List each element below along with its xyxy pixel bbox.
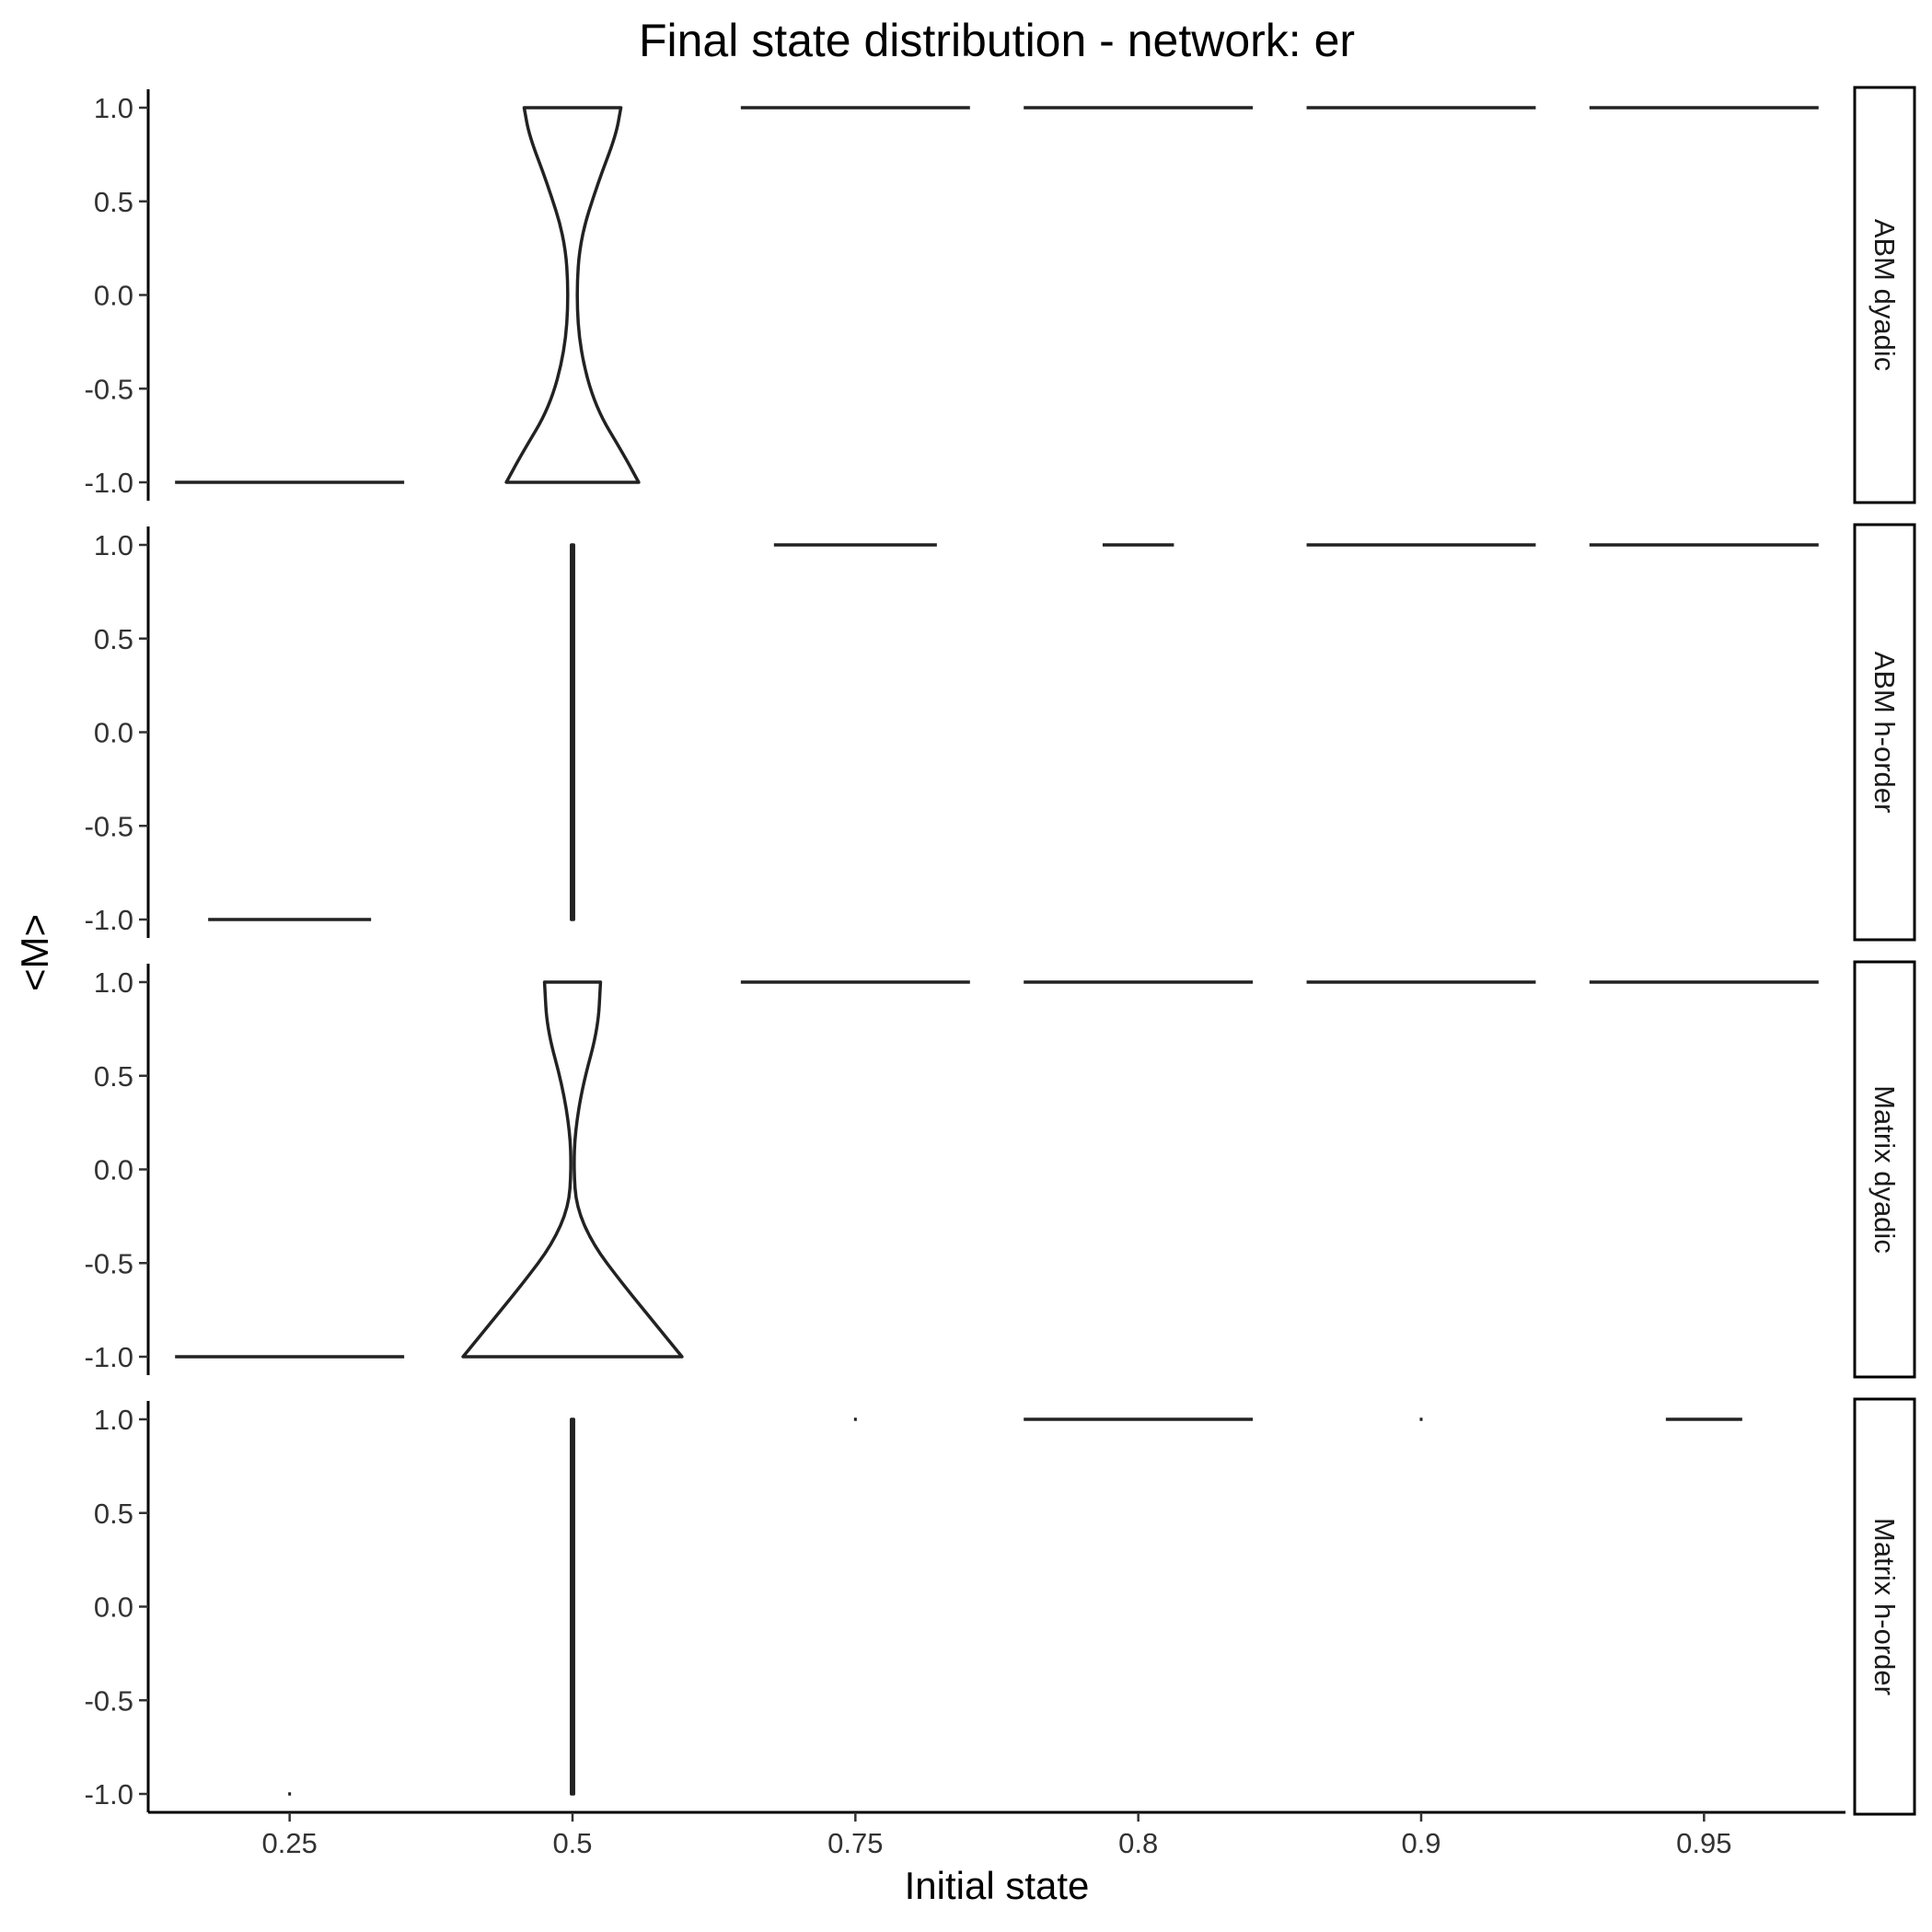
y-tick-label: -1.0 <box>85 904 133 936</box>
facet-strip-label: Matrix h-order <box>1868 1518 1901 1695</box>
x-tick-label: 0.8 <box>1118 1827 1158 1859</box>
violin-mark <box>570 543 575 921</box>
y-tick-label: -1.0 <box>85 1341 133 1373</box>
x-axis: 0.25 0.5 0.75 0.8 0.9 0.95 <box>148 1811 1845 1859</box>
violin-mark <box>570 1417 575 1796</box>
y-tick-label: 0.0 <box>94 1154 133 1186</box>
y-tick-label: 0.0 <box>94 1591 133 1624</box>
x-tick-label: 0.5 <box>552 1827 592 1859</box>
y-tick-label: 1.0 <box>94 529 133 561</box>
facet-panels: -1.0 -0.5 0.0 0.5 1.0 ABM dyadic -1.0 -0.5 0.0 0.… <box>85 86 1916 1816</box>
y-tick-label: 0.5 <box>94 186 133 218</box>
y-tick-label: 1.0 <box>94 1404 133 1436</box>
x-tick-label: 0.25 <box>261 1827 317 1859</box>
y-tick-label: -1.0 <box>85 1778 133 1811</box>
y-tick-label: 0.0 <box>94 717 133 749</box>
y-tick-label: 1.0 <box>94 966 133 999</box>
facet-panel: -1.0 -0.5 0.0 0.5 1.0 Matrix dyadic <box>85 960 1916 1379</box>
facet-panel: -1.0 -0.5 0.0 0.5 1.0 Matrix h-order <box>85 1397 1916 1816</box>
facet-panel: -1.0 -0.5 0.0 0.5 1.0 ABM h-order <box>85 523 1916 942</box>
facet-strip-label: Matrix dyadic <box>1868 1085 1901 1254</box>
x-tick-label: 0.75 <box>827 1827 883 1859</box>
x-tick-label: 0.95 <box>1676 1827 1731 1859</box>
x-axis-title: Initial state <box>905 1864 1090 1907</box>
y-tick-label: -1.0 <box>85 467 133 499</box>
x-tick-label: 0.9 <box>1401 1827 1440 1859</box>
facet-strip-label: ABM dyadic <box>1868 219 1901 371</box>
y-tick-label: 0.5 <box>94 1498 133 1530</box>
y-tick-label: -0.5 <box>85 1684 133 1717</box>
y-tick-label: -0.5 <box>85 1247 133 1279</box>
y-tick-label: 0.0 <box>94 280 133 312</box>
y-tick-label: -0.5 <box>85 373 133 405</box>
y-tick-label: 1.0 <box>94 92 133 124</box>
facet-panel: -1.0 -0.5 0.0 0.5 1.0 ABM dyadic <box>85 86 1916 504</box>
y-tick-label: -0.5 <box>85 810 133 842</box>
facet-strip-label: ABM h-order <box>1868 652 1901 814</box>
facet-strip <box>1853 523 1916 942</box>
y-tick-label: 0.5 <box>94 623 133 655</box>
chart-title: Final state distribution - network: er <box>639 15 1355 66</box>
y-tick-label: 0.5 <box>94 1060 133 1093</box>
facet-strip <box>1853 960 1916 1379</box>
y-axis-title: <M> <box>13 914 56 991</box>
violin-mark <box>461 980 684 1359</box>
facet-strip <box>1853 1397 1916 1816</box>
facet-strip <box>1853 86 1916 504</box>
violin-mark <box>504 106 641 484</box>
